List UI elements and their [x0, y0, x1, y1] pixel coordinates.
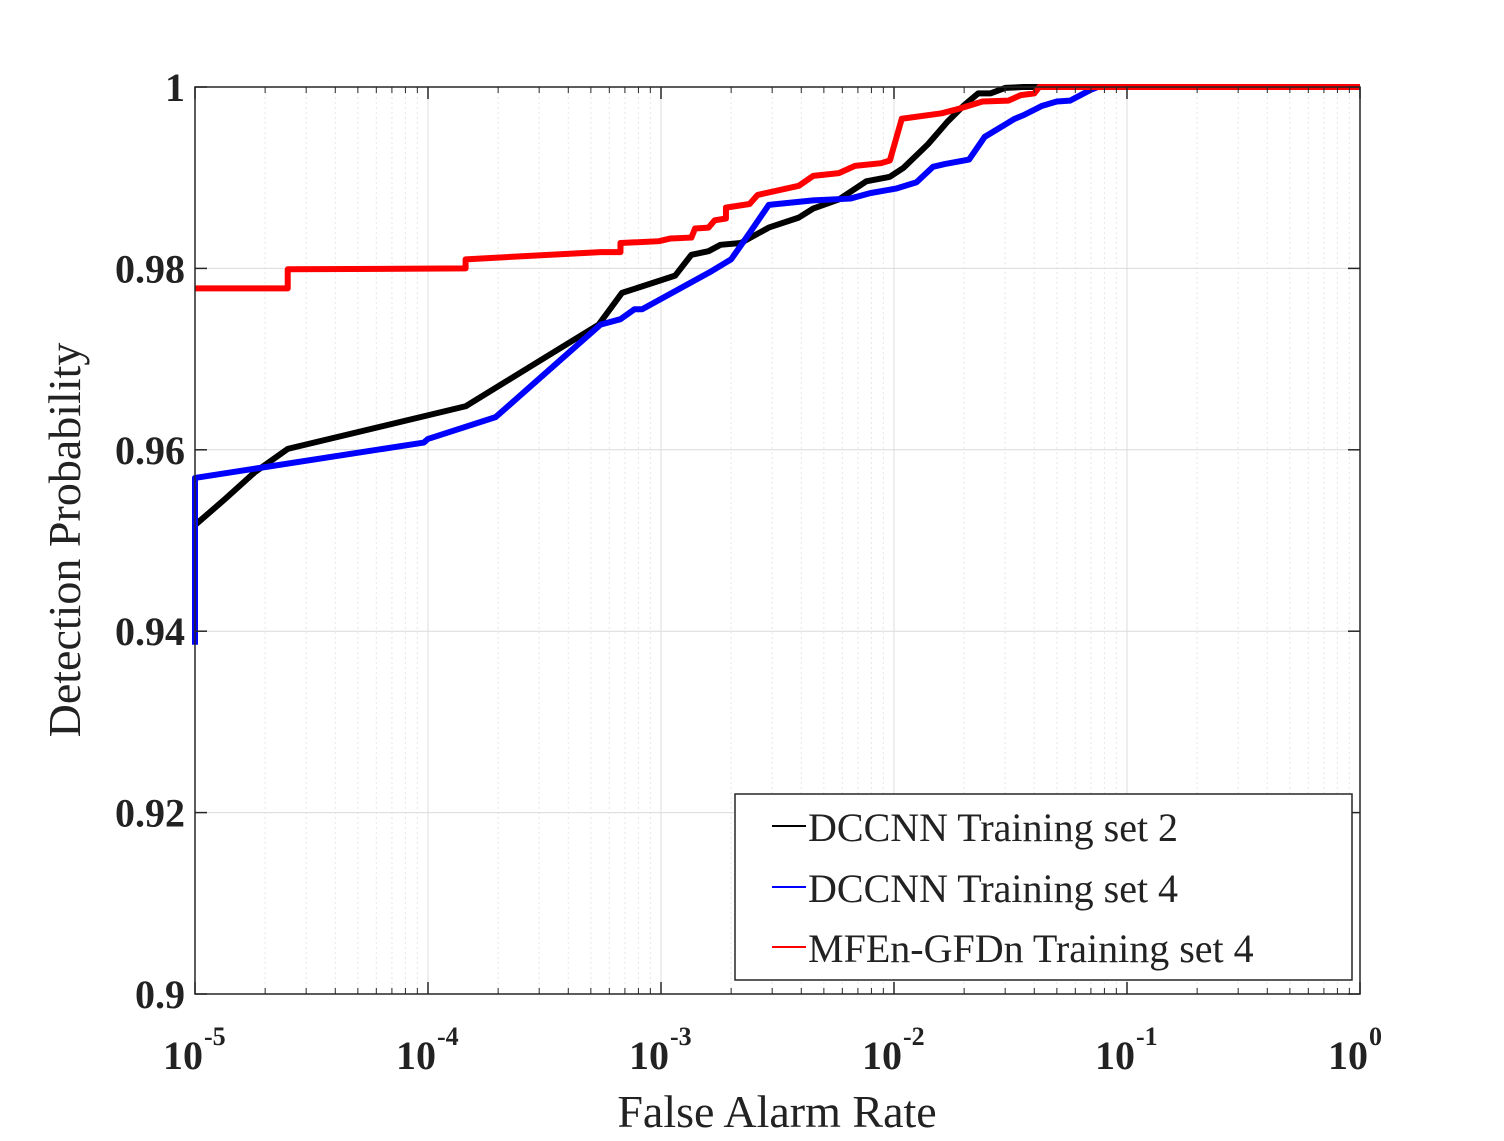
- x-tick-label-exponent: -4: [437, 1022, 459, 1051]
- x-tick-labels: 10 -5 10 -4 10 -3 10 -2 10 -1 10 0: [163, 1022, 1382, 1078]
- x-tick-label-base: 10: [396, 1033, 436, 1078]
- series-lines: [192, 84, 1361, 645]
- series-line-2: [195, 84, 1360, 292]
- y-tick-label: 0.9: [135, 972, 185, 1017]
- series-line-0: [193, 84, 1360, 528]
- x-tick-label-exponent: -2: [903, 1022, 925, 1051]
- legend-label-dccnn-set-2: DCCNN Training set 2: [808, 805, 1178, 850]
- x-tick-label-exponent: -1: [1136, 1022, 1158, 1051]
- legend-label-dccnn-set-4: DCCNN Training set 4: [808, 866, 1178, 911]
- series-line-1: [192, 84, 1361, 645]
- x-tick-label-base: 10: [629, 1033, 669, 1078]
- x-tick-label-base: 10: [862, 1033, 902, 1078]
- y-tick-labels: 0.9 0.92 0.94 0.96 0.98 1: [115, 65, 185, 1017]
- y-axis-label: Detection Probability: [39, 343, 90, 738]
- x-tick-label-base: 10: [1095, 1033, 1135, 1078]
- x-tick-label-exponent: -3: [670, 1022, 692, 1051]
- legend-label-mfen-gfdn-set-4: MFEn-GFDn Training set 4: [808, 926, 1254, 971]
- x-tick-label: 10 -2: [862, 1022, 925, 1078]
- y-tick-label: 0.96: [115, 428, 185, 473]
- x-tick-label: 10 -1: [1095, 1022, 1158, 1078]
- y-tick-label: 1: [165, 65, 185, 110]
- x-axis-label: False Alarm Rate: [617, 1086, 936, 1137]
- y-tick-label: 0.92: [115, 791, 185, 836]
- axes-box: [194, 86, 1361, 995]
- tick-marks: [194, 86, 1361, 995]
- legend-box: [734, 793, 1353, 981]
- x-tick-label-exponent: -5: [204, 1022, 226, 1051]
- y-tick-label: 0.94: [115, 609, 185, 654]
- x-tick-label: 10 -4: [396, 1022, 459, 1078]
- x-tick-label: 10 -3: [629, 1022, 692, 1078]
- x-tick-label-base: 10: [1328, 1033, 1368, 1078]
- x-tick-label-exponent: 0: [1369, 1022, 1382, 1051]
- y-tick-label: 0.98: [115, 246, 185, 291]
- x-tick-label: 10 0: [1328, 1022, 1382, 1078]
- x-tick-label-base: 10: [163, 1033, 203, 1078]
- x-tick-label: 10 -5: [163, 1022, 226, 1078]
- legend: DCCNN Training set 2 DCCNN Training set …: [734, 793, 1353, 981]
